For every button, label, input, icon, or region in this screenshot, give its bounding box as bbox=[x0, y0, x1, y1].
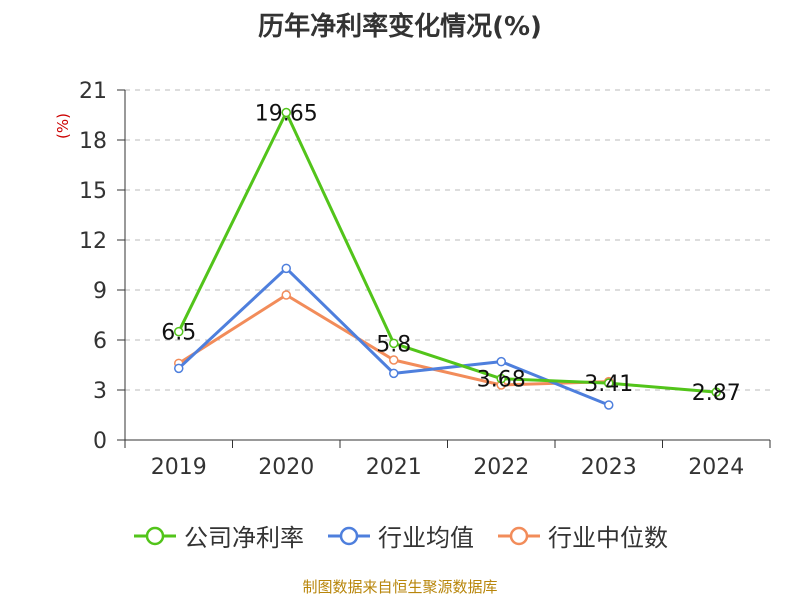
legend-label-company: 公司净利率 bbox=[184, 524, 304, 552]
data-point-0 bbox=[496, 373, 506, 384]
legend-item-company[interactable]: 公司净利率 bbox=[132, 518, 304, 553]
data-point-0 bbox=[281, 107, 291, 118]
y-tick-label: 0 bbox=[93, 429, 107, 454]
y-tick-label: 18 bbox=[79, 129, 107, 154]
y-axis-label: (%) bbox=[54, 113, 72, 139]
x-tick-label: 2021 bbox=[366, 455, 422, 480]
data-point-1 bbox=[174, 363, 184, 374]
data-point-1 bbox=[496, 356, 506, 367]
data-point-1 bbox=[281, 263, 291, 274]
data-point-2 bbox=[389, 355, 399, 365]
legend-item-industry-mean[interactable]: 行业均值 bbox=[326, 518, 474, 553]
series-line-0 bbox=[177, 111, 717, 394]
x-tick-label: 2020 bbox=[258, 455, 314, 480]
chart-title: 历年净利率变化情况(%) bbox=[258, 12, 542, 42]
legend-label-industry-mean: 行业均值 bbox=[378, 524, 474, 552]
legend-marker-industry-median bbox=[498, 526, 540, 545]
legend-label-industry-median: 行业中位数 bbox=[548, 524, 668, 552]
legend-marker-industry-mean bbox=[328, 526, 370, 545]
x-tick-label: 2019 bbox=[151, 455, 207, 480]
data-point-1 bbox=[604, 400, 614, 410]
data-point-2 bbox=[281, 290, 291, 300]
source-note: 制图数据来自恒生聚源数据库 bbox=[302, 578, 498, 596]
y-tick-label: 6 bbox=[93, 329, 107, 354]
data-label: 5.8 bbox=[376, 332, 411, 357]
legend: 公司净利率 行业均值 行业中位数 bbox=[0, 518, 800, 553]
y-tick-label: 15 bbox=[79, 179, 107, 204]
y-tick-label: 12 bbox=[79, 229, 107, 254]
y-tick-label: 21 bbox=[79, 79, 107, 104]
y-tick-label: 3 bbox=[93, 379, 107, 404]
x-tick-label: 2022 bbox=[473, 455, 529, 480]
data-label: 19.65 bbox=[255, 102, 318, 127]
x-tick-label: 2023 bbox=[581, 455, 637, 480]
data-label: 3.68 bbox=[477, 368, 526, 393]
data-label: 3.41 bbox=[584, 372, 633, 397]
y-tick-label: 9 bbox=[93, 279, 107, 304]
data-point-0 bbox=[711, 387, 721, 397]
x-tick-label: 2024 bbox=[688, 455, 744, 480]
data-point-0 bbox=[389, 338, 399, 349]
legend-item-industry-median[interactable]: 行业中位数 bbox=[496, 518, 668, 553]
data-point-1 bbox=[389, 368, 399, 379]
data-label: 6.5 bbox=[161, 321, 196, 346]
data-point-0 bbox=[174, 326, 184, 337]
data-label: 2.87 bbox=[692, 381, 741, 406]
data-point-0 bbox=[604, 378, 614, 388]
legend-marker-company bbox=[134, 526, 176, 545]
